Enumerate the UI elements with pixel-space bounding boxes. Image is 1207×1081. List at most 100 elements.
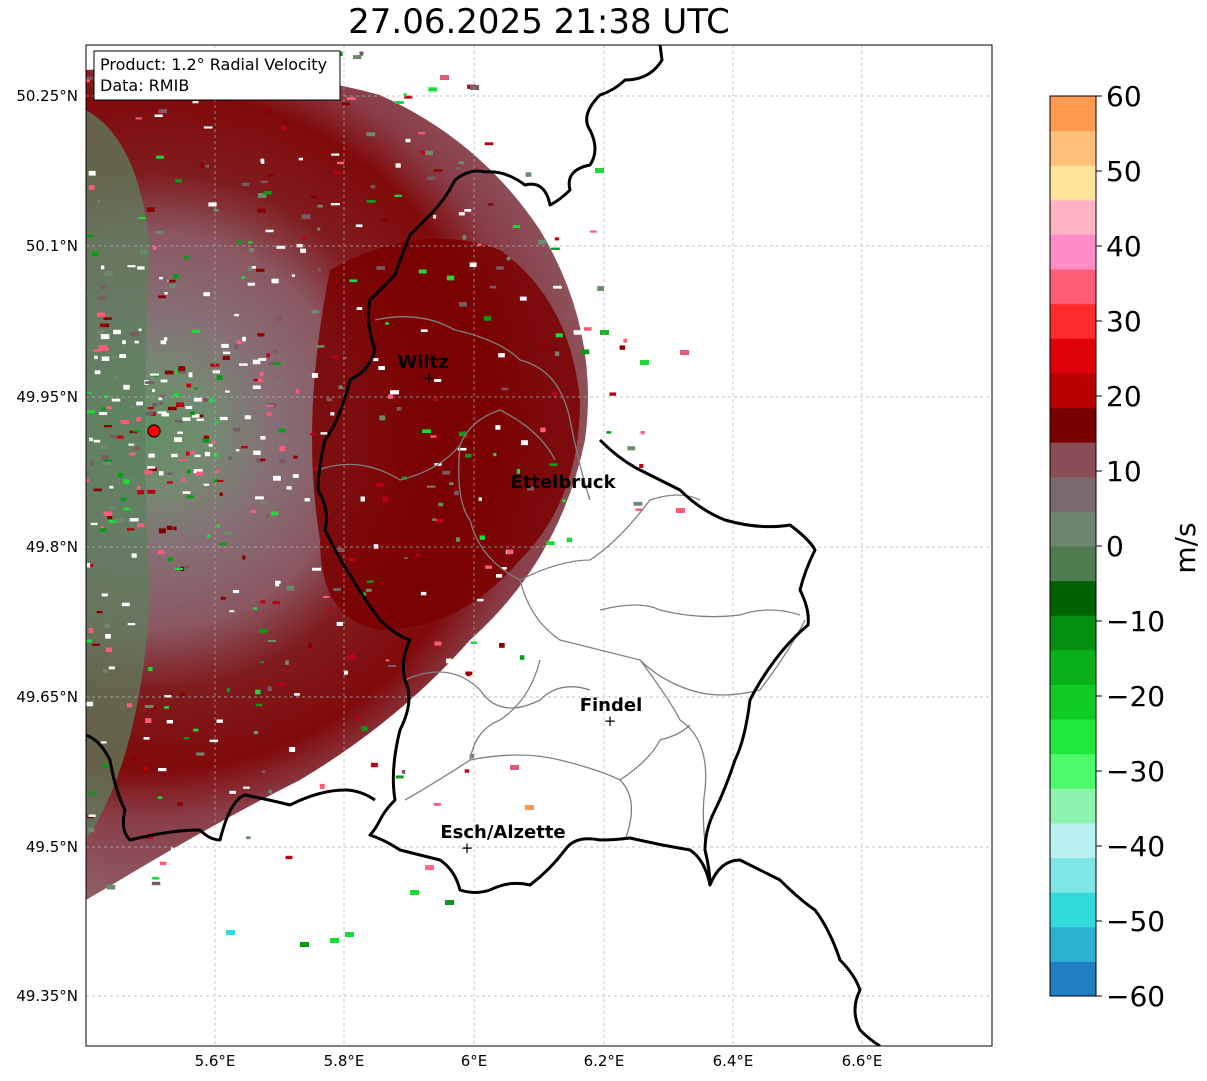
echo-pixel (237, 340, 243, 345)
echo-pixel (9, 6, 17, 9)
echo-pixel (61, 305, 66, 307)
echo-pixel (246, 836, 251, 840)
city-label: Esch/Alzette (440, 822, 565, 843)
echo-pixel (88, 170, 96, 176)
lon-tick-label: 6.6°E (842, 1052, 883, 1070)
colorbar-step (1050, 234, 1096, 270)
echo-pixel (584, 327, 592, 331)
echo-pixel (89, 563, 94, 567)
echo-pixel (202, 398, 208, 402)
echo-pixel (260, 158, 264, 163)
lon-tick-label: 6.4°E (713, 1052, 754, 1070)
echo-pixel (67, 379, 75, 383)
echo-pixel (600, 330, 609, 335)
echo-pixel (525, 172, 532, 177)
echo-pixel (171, 847, 175, 851)
echo-pixel (0, 644, 5, 647)
echo-pixel (88, 628, 94, 633)
echo-pixel (310, 433, 316, 436)
echo-pixel (296, 244, 303, 248)
echo-pixel (212, 370, 220, 374)
echo-pixel (103, 317, 112, 320)
echo-pixel (73, 706, 77, 710)
echo-pixel (120, 420, 130, 424)
echo-pixel (426, 485, 436, 488)
echo-pixel (104, 425, 113, 428)
echo-pixel (519, 655, 525, 660)
echo-pixel (224, 390, 230, 393)
echo-pixel (259, 371, 264, 377)
echo-pixel (199, 163, 205, 169)
echo-pixel (164, 337, 168, 341)
echo-pixel (369, 481, 377, 484)
echo-pixel (160, 340, 167, 345)
echo-pixel (260, 661, 264, 664)
echo-pixel (114, 375, 118, 380)
colorbar-tick-label: −40 (1106, 830, 1165, 863)
echo-pixel (270, 511, 279, 516)
echo-pixel (88, 814, 96, 817)
echo-pixel (202, 438, 210, 443)
colorbar-tick-label: 60 (1106, 80, 1142, 113)
echo-pixel (499, 643, 505, 648)
echo-pixel (469, 262, 477, 267)
echo-pixel (33, 558, 40, 563)
echo-pixel (133, 446, 140, 450)
colorbar-step (1050, 961, 1096, 997)
echo-pixel (360, 496, 365, 502)
echo-pixel (388, 738, 395, 743)
echo-pixel (434, 641, 442, 646)
echo-pixel (302, 236, 306, 240)
echo-pixel (235, 449, 240, 452)
echo-pixel (639, 464, 644, 468)
echo-pixel (173, 526, 177, 531)
echo-pixel (194, 454, 201, 458)
echo-pixel (361, 726, 368, 732)
echo-pixel (186, 383, 192, 388)
echo-pixel (213, 387, 220, 390)
echo-pixel (121, 602, 130, 607)
echo-pixel (273, 475, 281, 481)
echo-pixel (55, 366, 60, 370)
echo-pixel (166, 720, 173, 724)
echo-pixel (680, 350, 689, 355)
echo-pixel (158, 471, 164, 476)
echo-pixel (169, 284, 177, 289)
colorbar-step (1050, 788, 1096, 824)
echo-pixel (177, 431, 183, 434)
echo-pixel (267, 107, 272, 113)
echo-pixel (36, 418, 43, 422)
echo-pixel (116, 518, 125, 523)
echo-pixel (174, 568, 183, 570)
echo-pixel (182, 417, 191, 421)
echo-pixel (438, 502, 444, 507)
echo-pixel (147, 466, 155, 469)
echo-pixel (148, 453, 155, 458)
echo-pixel (159, 395, 166, 398)
echo-pixel (18, 536, 23, 541)
echo-pixel (87, 792, 97, 795)
echo-pixel (281, 125, 286, 130)
echo-pixel (312, 567, 321, 571)
echo-pixel (174, 437, 182, 442)
echo-pixel (44, 341, 53, 343)
echo-pixel (15, 536, 24, 539)
echo-pixel (7, 362, 16, 365)
echo-pixel (573, 330, 582, 335)
echo-pixel (376, 266, 385, 270)
echo-pixel (239, 363, 248, 366)
echo-pixel (308, 643, 313, 649)
echo-pixel (51, 869, 55, 872)
echo-pixel (99, 528, 107, 533)
echo-pixel (387, 665, 397, 668)
echo-pixel (109, 435, 118, 438)
echo-pixel (395, 101, 404, 104)
echo-pixel (26, 194, 31, 196)
echo-pixel (228, 456, 232, 460)
echo-pixel (232, 590, 240, 594)
echo-pixel (183, 737, 190, 740)
echo-pixel (0, 109, 6, 113)
echo-pixel (167, 557, 173, 562)
echo-pixel (106, 647, 113, 653)
echo-pixel (193, 397, 203, 402)
